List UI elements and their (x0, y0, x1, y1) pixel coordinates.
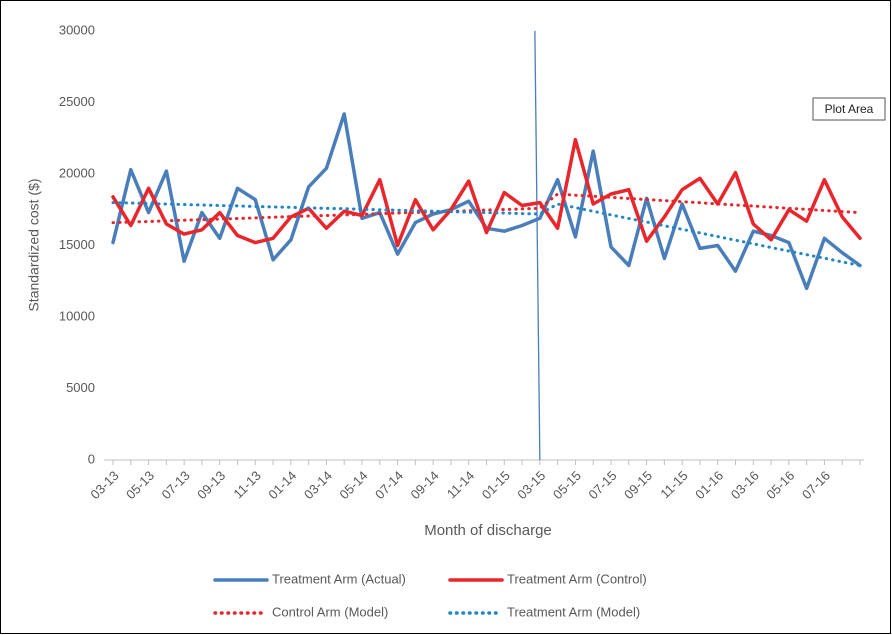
series-line (111, 137, 862, 248)
y-tick-label: 30000 (59, 22, 95, 37)
y-tick-label: 25000 (59, 94, 95, 109)
tooltip-box (812, 97, 886, 121)
series-line (111, 201, 862, 267)
x-axis-title: Month of discharge (424, 522, 552, 539)
intervention-line (534, 30, 541, 461)
y-tick-label: 15000 (59, 237, 95, 252)
y-tick-label: 20000 (59, 165, 95, 180)
legend-label: Control Arm (Model) (272, 604, 388, 619)
legend-label: Treatment Arm (Control) (507, 571, 647, 586)
tooltip: Plot Area (825, 102, 874, 116)
series-line (111, 192, 862, 225)
legend-label: Treatment Arm (Model) (507, 604, 640, 619)
y-tick-label: 10000 (59, 308, 95, 323)
legend-label: Treatment Arm (Actual) (272, 571, 406, 586)
y-tick-label: 5000 (66, 380, 95, 395)
y-axis-title: Standardized cost ($) (26, 178, 42, 311)
y-tick-label: 0 (88, 451, 95, 466)
